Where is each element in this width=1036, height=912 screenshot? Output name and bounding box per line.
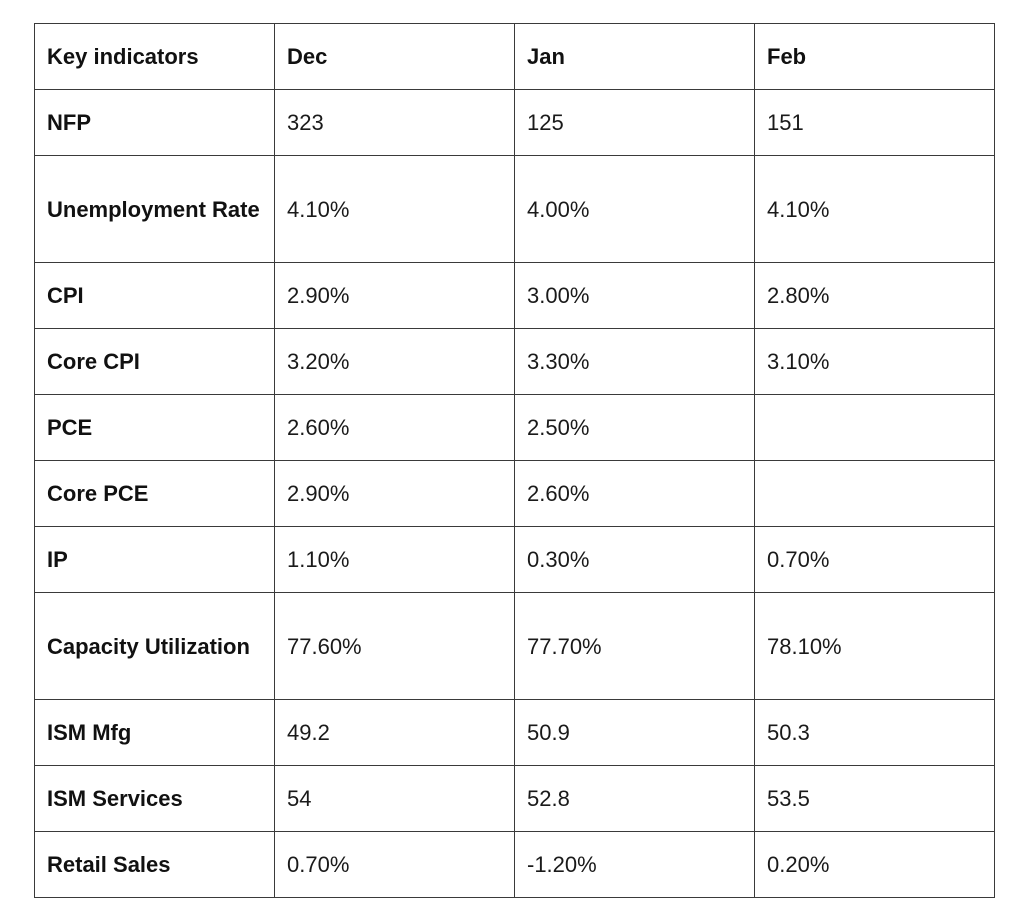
table-row: ISM Services 54 52.8 53.5 — [34, 765, 995, 832]
dec-cell: 2.90% — [274, 460, 515, 527]
feb-cell: 3.10% — [754, 328, 995, 395]
jan-cell: 77.70% — [514, 592, 755, 700]
indicator-cell: ISM Services — [34, 765, 275, 832]
jan-cell: 2.60% — [514, 460, 755, 527]
jan-cell: 52.8 — [514, 765, 755, 832]
dec-cell: 3.20% — [274, 328, 515, 395]
dec-cell: 0.70% — [274, 831, 515, 898]
feb-cell: 0.70% — [754, 526, 995, 593]
feb-cell: 50.3 — [754, 699, 995, 766]
table-row: CPI 2.90% 3.00% 2.80% — [34, 262, 995, 329]
indicator-cell: PCE — [34, 394, 275, 461]
dec-cell: 77.60% — [274, 592, 515, 700]
dec-cell: 2.90% — [274, 262, 515, 329]
indicator-cell: IP — [34, 526, 275, 593]
indicator-cell: CPI — [34, 262, 275, 329]
indicator-cell: ISM Mfg — [34, 699, 275, 766]
feb-cell — [754, 460, 995, 527]
dec-cell: 2.60% — [274, 394, 515, 461]
header-dec: Dec — [274, 23, 515, 90]
jan-cell: -1.20% — [514, 831, 755, 898]
dec-cell: 323 — [274, 89, 515, 156]
jan-cell: 3.00% — [514, 262, 755, 329]
jan-cell: 50.9 — [514, 699, 755, 766]
indicator-cell: NFP — [34, 89, 275, 156]
dec-cell: 1.10% — [274, 526, 515, 593]
jan-cell: 4.00% — [514, 155, 755, 263]
feb-cell — [754, 394, 995, 461]
table-header-row: Key indicators Dec Jan Feb — [34, 23, 995, 90]
key-indicators-table: Key indicators Dec Jan Feb NFP 323 125 1… — [34, 23, 995, 898]
indicator-cell: Unemployment Rate — [34, 155, 275, 263]
indicator-cell: Retail Sales — [34, 831, 275, 898]
table-row: ISM Mfg 49.2 50.9 50.3 — [34, 699, 995, 766]
header-feb: Feb — [754, 23, 995, 90]
feb-cell: 0.20% — [754, 831, 995, 898]
indicator-cell: Core CPI — [34, 328, 275, 395]
table-row: IP 1.10% 0.30% 0.70% — [34, 526, 995, 593]
indicator-cell: Capacity Utilization — [34, 592, 275, 700]
table-row: Capacity Utilization 77.60% 77.70% 78.10… — [34, 592, 995, 700]
dec-cell: 54 — [274, 765, 515, 832]
header-key-indicators: Key indicators — [34, 23, 275, 90]
table-row: Retail Sales 0.70% -1.20% 0.20% — [34, 831, 995, 898]
table-row: PCE 2.60% 2.50% — [34, 394, 995, 461]
feb-cell: 151 — [754, 89, 995, 156]
table-row: Unemployment Rate 4.10% 4.00% 4.10% — [34, 155, 995, 263]
table-row: Core CPI 3.20% 3.30% 3.10% — [34, 328, 995, 395]
header-jan: Jan — [514, 23, 755, 90]
jan-cell: 2.50% — [514, 394, 755, 461]
dec-cell: 4.10% — [274, 155, 515, 263]
dec-cell: 49.2 — [274, 699, 515, 766]
table-row: NFP 323 125 151 — [34, 89, 995, 156]
feb-cell: 53.5 — [754, 765, 995, 832]
feb-cell: 78.10% — [754, 592, 995, 700]
jan-cell: 125 — [514, 89, 755, 156]
jan-cell: 0.30% — [514, 526, 755, 593]
indicator-cell: Core PCE — [34, 460, 275, 527]
feb-cell: 4.10% — [754, 155, 995, 263]
jan-cell: 3.30% — [514, 328, 755, 395]
table-row: Core PCE 2.90% 2.60% — [34, 460, 995, 527]
feb-cell: 2.80% — [754, 262, 995, 329]
